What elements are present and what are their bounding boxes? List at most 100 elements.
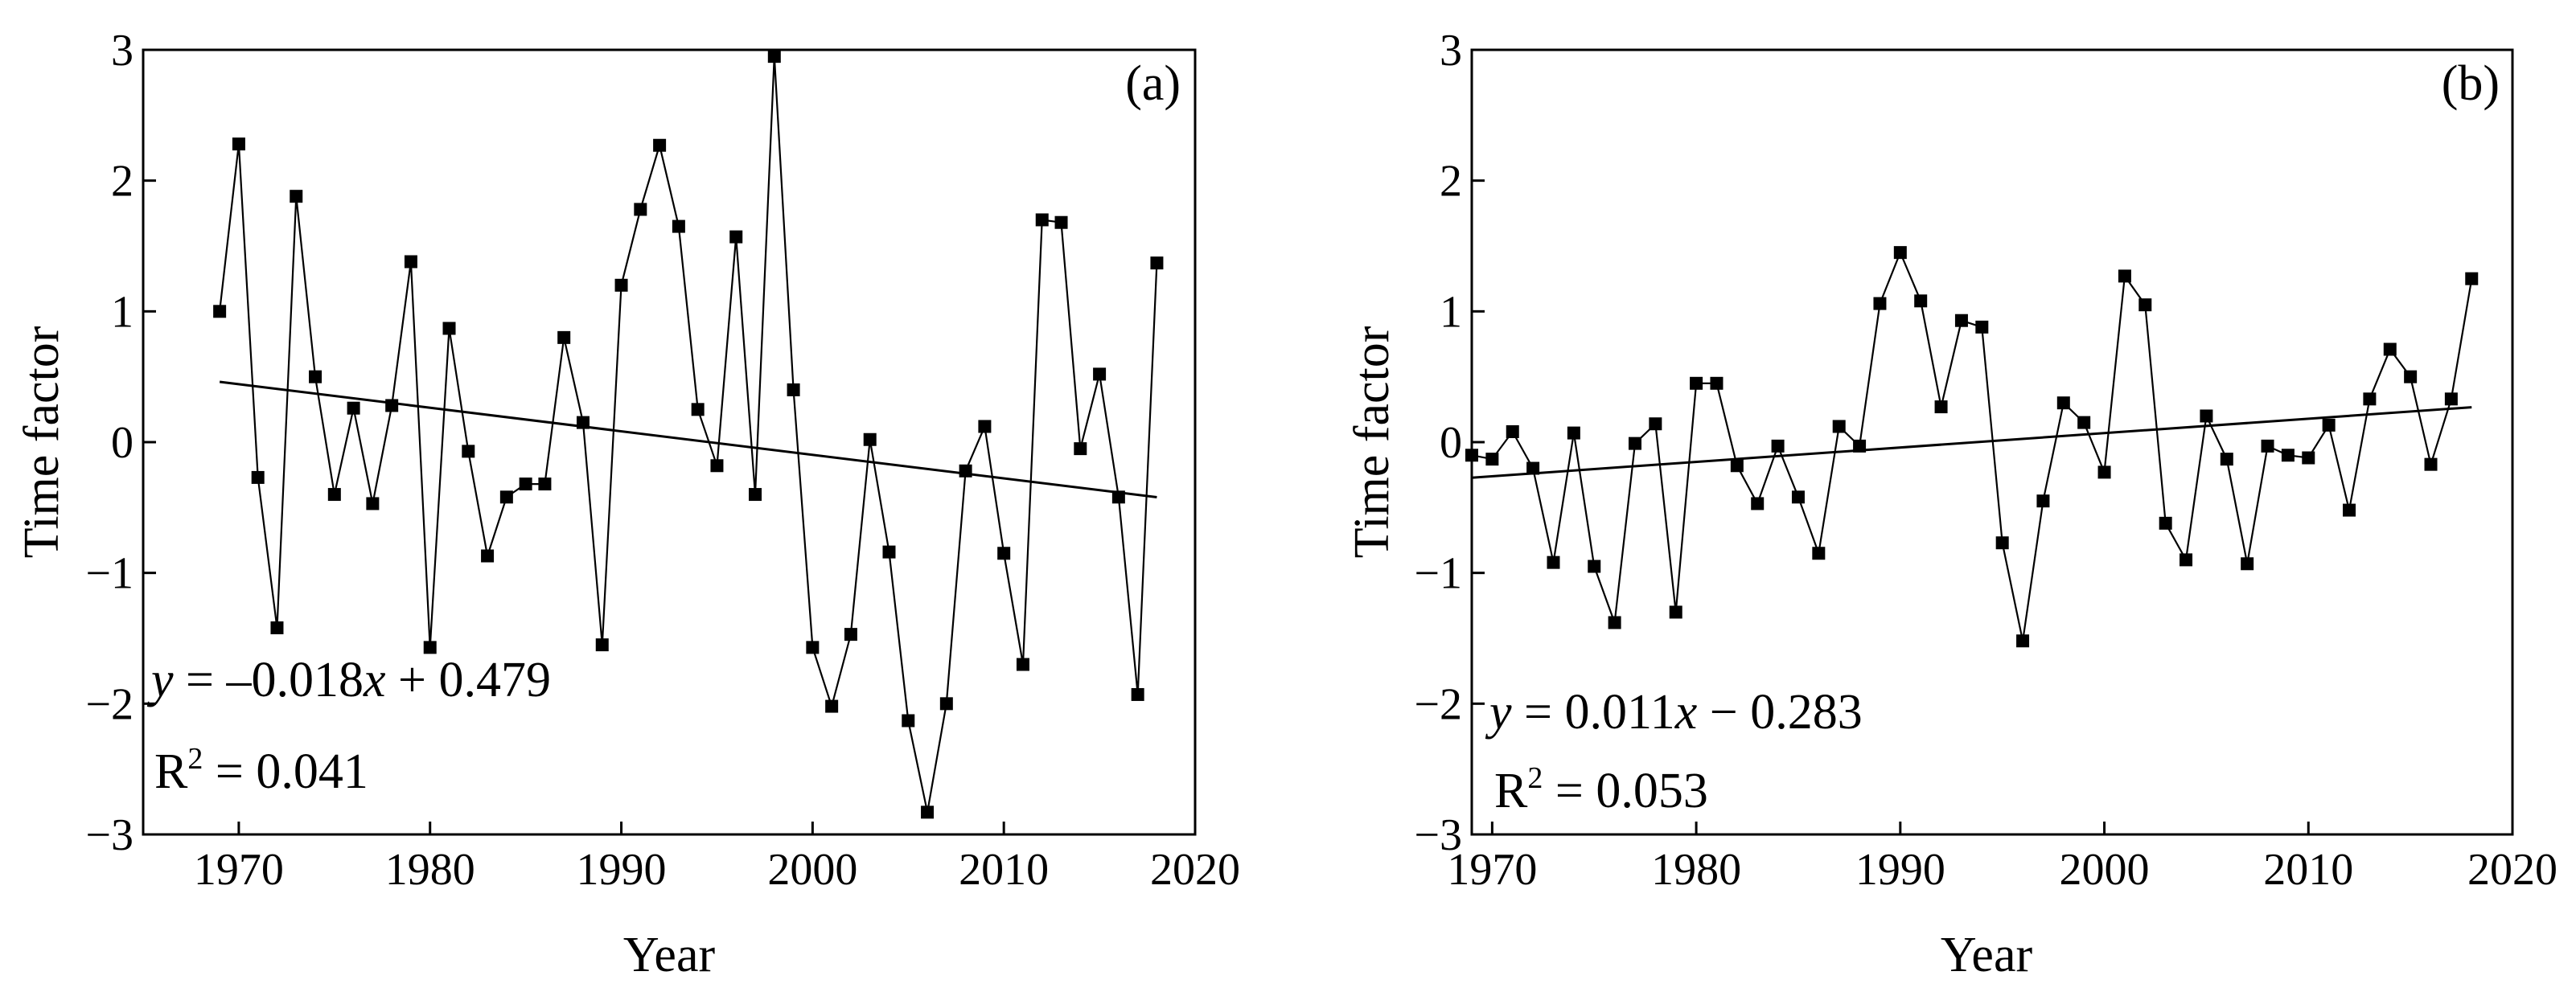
data-point-a-2002	[844, 628, 857, 642]
x-tick-label-a-0: 1970	[194, 845, 284, 895]
data-point-a-1985	[519, 478, 532, 491]
data-point-a-1991	[634, 203, 647, 216]
x-axis-label-a: Year	[623, 928, 716, 982]
data-point-b-1981	[1710, 376, 1723, 390]
data-point-a-1981	[442, 322, 456, 335]
data-point-a-1999	[787, 383, 800, 396]
data-point-b-1972	[1526, 461, 1540, 475]
y-ticks-b: 3 2 1 0 −1 −2 −3	[1414, 26, 1485, 860]
data-point-b-2009	[2281, 449, 2295, 462]
data-point-a-2013	[1054, 215, 1068, 229]
data-point-a-2010	[997, 547, 1011, 560]
y-tick-label-b-2: 1	[1440, 287, 1462, 337]
data-point-a-1974	[309, 370, 323, 383]
data-point-b-1992	[1934, 400, 1948, 414]
data-point-a-2009	[978, 420, 992, 433]
x-tick-label-a-1: 1980	[385, 845, 475, 895]
data-point-a-1997	[749, 488, 762, 502]
x-tick-label-b-4: 2010	[2263, 845, 2353, 895]
y-tick-label-b-4: −1	[1414, 549, 1462, 599]
y-tick-label-a-2: 1	[111, 287, 134, 337]
x-tick-label-a-4: 2010	[959, 845, 1049, 895]
data-point-a-2004	[882, 545, 896, 559]
data-point-a-1989	[595, 638, 609, 652]
data-point-b-1995	[1995, 536, 2009, 550]
eq-x-b: x	[1674, 685, 1698, 740]
data-point-b-2012	[2343, 503, 2356, 517]
y-axis-label-a: Time factor	[14, 326, 69, 558]
data-point-b-2010	[2302, 451, 2315, 465]
data-point-b-1974	[1567, 426, 1580, 440]
data-point-b-2000	[2097, 465, 2111, 479]
data-point-a-1995	[710, 459, 724, 473]
data-point-a-1979	[404, 255, 417, 268]
data-point-a-1983	[481, 549, 495, 563]
data-point-b-1984	[1771, 439, 1785, 453]
r2-base-b: R	[1494, 764, 1528, 818]
data-point-a-2006	[921, 805, 935, 819]
x-tick-label-a-2: 1990	[577, 845, 667, 895]
data-point-b-1994	[1975, 320, 1989, 334]
y-tick-label-a-5: −2	[85, 679, 134, 729]
eq-slope-b: = 0.011	[1512, 685, 1675, 740]
data-point-a-1994	[691, 403, 705, 416]
data-point-a-1984	[499, 490, 513, 504]
data-point-b-1983	[1751, 497, 1765, 510]
x-tick-label-a-5: 2020	[1150, 845, 1240, 895]
x-ticks-a: 1970 1980 1990 2000 2010 2020	[194, 822, 1240, 895]
r2-value-b: = 0.053	[1543, 764, 1707, 818]
data-point-b-1977	[1628, 437, 1641, 450]
y-tick-label-a-6: −3	[85, 810, 134, 860]
y-tick-label-b-6: −3	[1414, 810, 1462, 860]
data-point-b-2008	[2261, 439, 2274, 453]
eq-slope-a: = –0.018	[174, 653, 364, 707]
eq-x-a: x	[363, 653, 386, 707]
data-point-b-1969	[1465, 449, 1478, 462]
x-tick-label-b-3: 2000	[2060, 845, 2150, 895]
r2-value-a: = 0.041	[203, 744, 368, 799]
y-tick-label-a-1: 2	[111, 157, 134, 207]
data-point-b-2013	[2363, 392, 2377, 406]
data-point-a-1998	[767, 50, 781, 64]
data-point-a-1976	[347, 401, 360, 415]
data-point-b-1986	[1812, 547, 1826, 560]
y-tick-label-a-3: 0	[111, 418, 134, 468]
data-point-b-1982	[1730, 459, 1744, 473]
data-point-b-1991	[1914, 294, 1928, 308]
y-axis-label-b: Time factor	[1345, 326, 1399, 558]
data-point-b-2016	[2424, 457, 2438, 471]
data-point-b-1996	[2016, 634, 2030, 648]
data-point-b-2004	[2180, 553, 2193, 567]
series-line-b-0	[1471, 250, 2473, 642]
x-tick-label-b-1: 1980	[1651, 845, 1741, 895]
y-tick-label-a-0: 3	[111, 26, 134, 76]
trend-line-b	[1471, 406, 2472, 479]
data-point-b-1990	[1893, 246, 1907, 260]
plot-area-b	[1465, 246, 2479, 648]
r-squared-a: R2 = 0.041	[154, 742, 368, 799]
data-point-b-1997	[2036, 494, 2050, 508]
regression-equation-b: y = 0.011x − 0.283	[1485, 685, 1863, 740]
eq-intercept-a: + 0.479	[386, 653, 551, 707]
eq-y-a: y	[146, 653, 174, 707]
data-point-a-1972	[270, 621, 284, 634]
data-point-a-1982	[462, 445, 475, 458]
y-tick-label-b-3: 0	[1440, 418, 1462, 468]
data-point-a-1975	[327, 488, 341, 502]
data-point-a-1993	[672, 219, 685, 233]
data-point-b-1985	[1791, 490, 1805, 504]
data-point-a-1990	[614, 278, 628, 292]
data-point-b-1980	[1690, 376, 1703, 390]
data-point-b-1998	[2056, 396, 2070, 410]
y-tick-label-b-1: 2	[1440, 157, 1462, 207]
data-point-b-1987	[1832, 420, 1846, 433]
data-point-b-2002	[2138, 298, 2152, 312]
plot-frame-a	[142, 48, 1197, 836]
y-tick-label-a-4: −1	[85, 549, 134, 599]
data-point-b-2001	[2118, 269, 2131, 283]
data-point-b-1978	[1649, 417, 1662, 431]
x-tick-label-b-0: 1970	[1447, 845, 1537, 895]
data-point-b-2006	[2220, 453, 2233, 466]
